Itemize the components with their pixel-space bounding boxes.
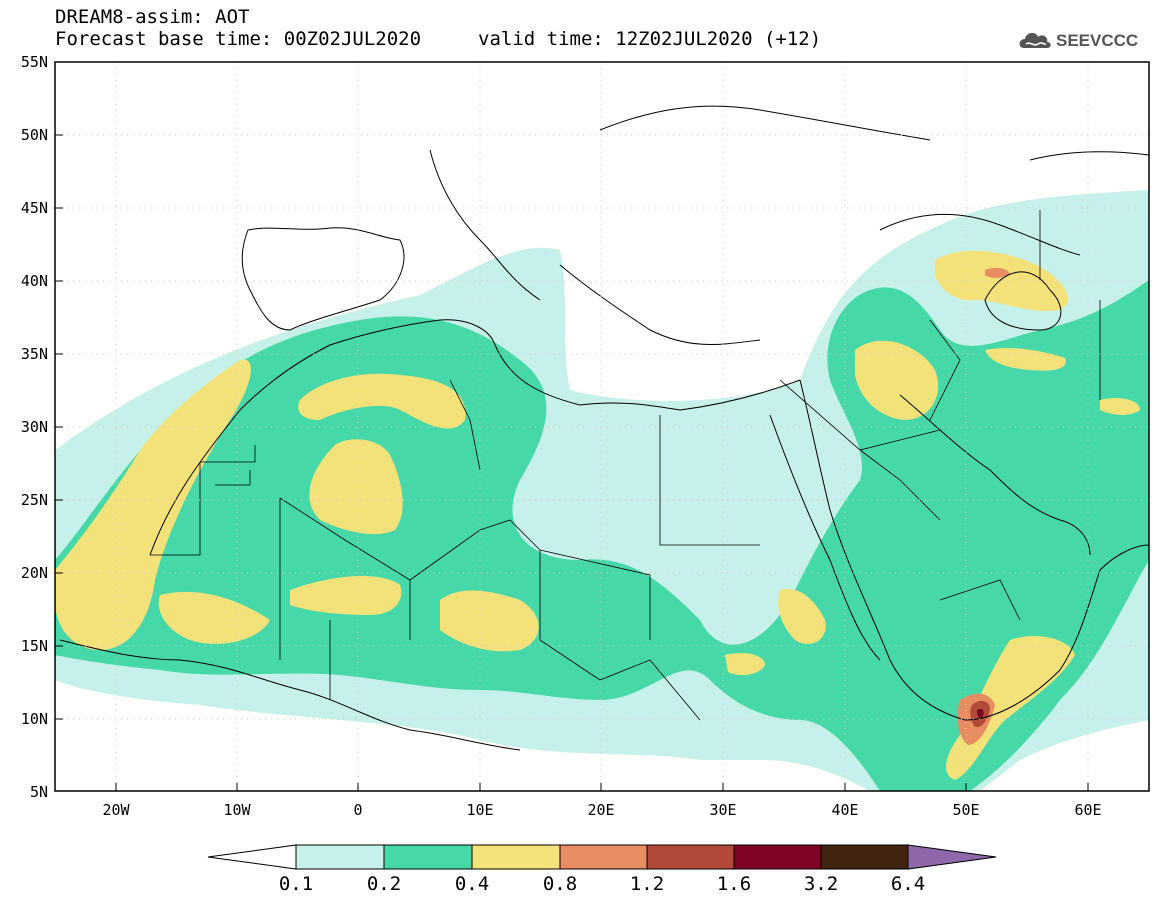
lon-label: 30E bbox=[709, 801, 737, 819]
logo-text: SEEVCCC bbox=[1056, 31, 1138, 50]
lat-label: 10N bbox=[20, 710, 48, 728]
country-borders bbox=[150, 210, 1101, 721]
colorbar-swatch bbox=[820, 844, 909, 870]
lat-label: 15N bbox=[20, 637, 48, 655]
colorbar-swatch bbox=[646, 844, 735, 870]
seevccc-logo: SEEVCCC bbox=[1016, 24, 1156, 54]
product-title: DREAM8-assim: AOT bbox=[55, 6, 250, 28]
lon-label: 20E bbox=[587, 801, 615, 819]
colorbar-over bbox=[907, 844, 997, 870]
colorbar-label: 1.6 bbox=[716, 873, 752, 895]
lat-label: 5N bbox=[29, 783, 48, 801]
colorbar-swatch bbox=[733, 844, 822, 870]
lon-label: 0 bbox=[353, 801, 363, 819]
coastlines bbox=[59, 105, 1149, 751]
colorbar-label: 0.1 bbox=[278, 873, 314, 895]
lon-label: 10W bbox=[223, 801, 251, 819]
colorbar-label: 1.2 bbox=[629, 873, 665, 895]
colorbar-under bbox=[207, 844, 297, 870]
lon-label: 50E bbox=[952, 801, 980, 819]
lat-label: 50N bbox=[20, 126, 48, 144]
lat-label: 30N bbox=[20, 418, 48, 436]
aot-contours bbox=[55, 190, 1149, 791]
graticule bbox=[55, 62, 1149, 791]
colorbar-label: 3.2 bbox=[803, 873, 839, 895]
colorbar-swatch bbox=[471, 844, 561, 870]
axis-ticks bbox=[55, 61, 1089, 791]
cloud-icon bbox=[1019, 33, 1051, 48]
lon-label: 60E bbox=[1074, 801, 1102, 819]
lon-label: 10E bbox=[466, 801, 494, 819]
lon-label: 20W bbox=[102, 801, 130, 819]
lat-label: 25N bbox=[20, 491, 48, 509]
colorbar-swatch bbox=[559, 844, 648, 870]
lat-label: 35N bbox=[20, 345, 48, 363]
lat-label: 40N bbox=[20, 272, 48, 290]
forecast-base-time: Forecast base time: 00Z02JUL2020 bbox=[55, 28, 422, 50]
colorbar-label: 0.2 bbox=[366, 873, 402, 895]
valid-time: valid time: 12Z02JUL2020 (+12) bbox=[478, 28, 822, 50]
lat-label: 55N bbox=[20, 53, 48, 71]
colorbar-label: 6.4 bbox=[890, 873, 926, 895]
colorbar-swatch bbox=[383, 844, 473, 870]
lat-label: 45N bbox=[20, 199, 48, 217]
colorbar-label: 0.8 bbox=[542, 873, 578, 895]
lon-label: 40E bbox=[831, 801, 859, 819]
colorbar bbox=[207, 844, 997, 870]
colorbar-swatch bbox=[295, 844, 385, 870]
colorbar-label: 0.4 bbox=[454, 873, 490, 895]
lat-label: 20N bbox=[20, 564, 48, 582]
